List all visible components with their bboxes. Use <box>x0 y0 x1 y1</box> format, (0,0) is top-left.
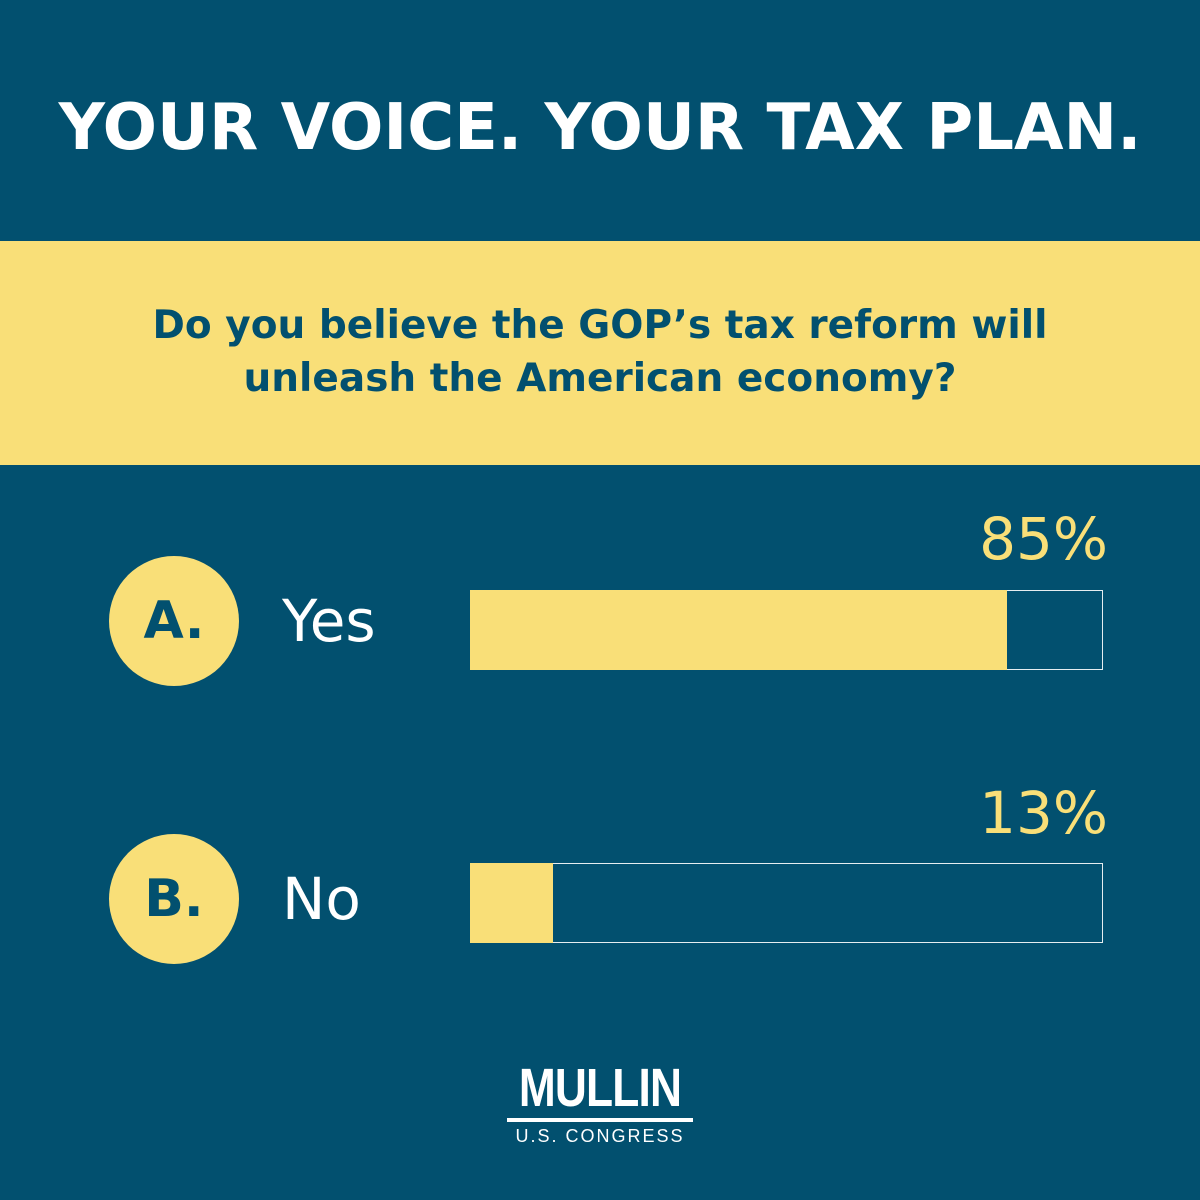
headline: YOUR VOICE. YOUR TAX PLAN. <box>58 91 1142 165</box>
option-a-badge: A. <box>109 556 239 686</box>
option-a-bar-track <box>470 590 1103 670</box>
option-b-label: No <box>282 865 361 933</box>
option-a-percent: 85% <box>979 505 1108 573</box>
logo-rule <box>507 1118 693 1122</box>
question-line-2: unleash the American economy? <box>243 356 957 401</box>
option-a: A. Yes 85% <box>0 508 1200 696</box>
mullin-logo: MULLIN U.S. CONGRESS <box>0 1058 1200 1147</box>
option-a-label: Yes <box>282 587 376 655</box>
question-text: Do you believe the GOP’s tax reform will… <box>0 299 1200 405</box>
option-b-percent: 13% <box>979 779 1108 847</box>
question-band: Do you believe the GOP’s tax reform will… <box>0 241 1200 465</box>
option-b-badge: B. <box>109 834 239 964</box>
logo-subtitle: U.S. CONGRESS <box>515 1126 685 1146</box>
option-b: B. No 13% <box>0 782 1200 974</box>
option-a-bar <box>470 590 1008 670</box>
option-b-bar <box>470 863 554 943</box>
question-line-1: Do you believe the GOP’s tax reform will <box>152 303 1048 348</box>
option-b-bar-track <box>470 863 1103 943</box>
logo-name: MULLIN <box>518 1058 682 1118</box>
